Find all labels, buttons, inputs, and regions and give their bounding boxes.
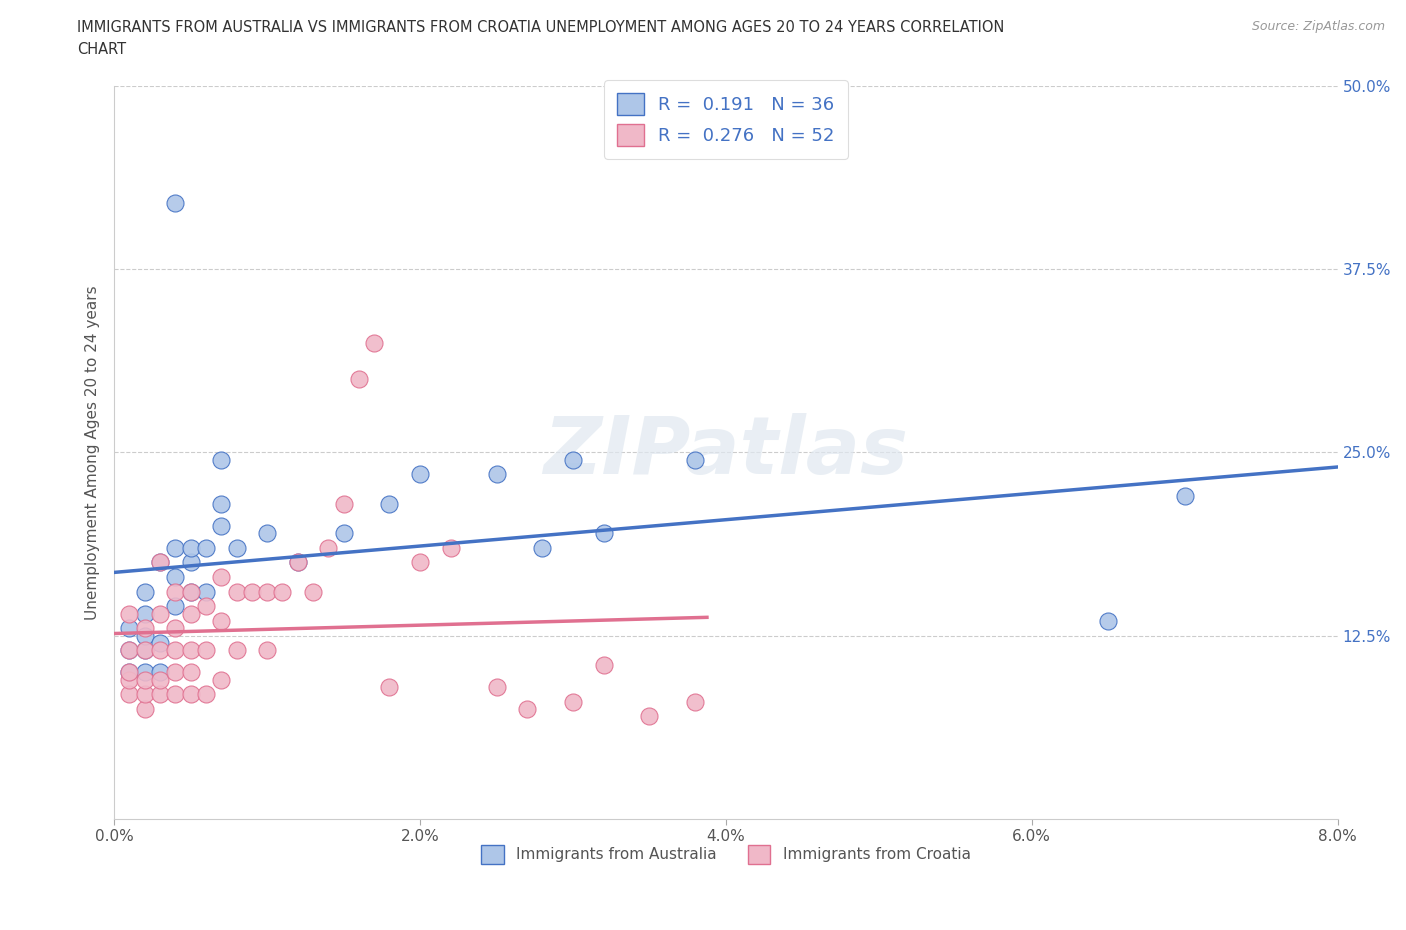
Point xyxy=(209,569,232,584)
Point xyxy=(209,452,232,467)
Point xyxy=(363,335,385,350)
Point xyxy=(225,540,247,555)
Point xyxy=(592,658,614,672)
Point xyxy=(592,525,614,540)
Point xyxy=(332,497,354,512)
Point xyxy=(409,467,432,482)
Point xyxy=(134,606,156,621)
Point xyxy=(165,621,187,636)
Point xyxy=(118,643,141,658)
Point xyxy=(440,540,463,555)
Point xyxy=(149,672,172,687)
Point xyxy=(118,687,141,702)
Y-axis label: Unemployment Among Ages 20 to 24 years: Unemployment Among Ages 20 to 24 years xyxy=(86,286,100,619)
Point xyxy=(180,584,202,599)
Point xyxy=(118,665,141,680)
Point xyxy=(149,665,172,680)
Point xyxy=(225,584,247,599)
Point xyxy=(134,687,156,702)
Point xyxy=(194,584,217,599)
Point xyxy=(485,680,508,695)
Point xyxy=(134,665,156,680)
Point xyxy=(516,701,538,716)
Point xyxy=(149,643,172,658)
Point xyxy=(347,372,370,387)
Point xyxy=(118,621,141,636)
Point xyxy=(256,584,278,599)
Point xyxy=(1174,489,1197,504)
Text: ZIPatlas: ZIPatlas xyxy=(543,414,908,491)
Point xyxy=(134,629,156,644)
Point xyxy=(134,643,156,658)
Point xyxy=(165,665,187,680)
Point xyxy=(562,694,585,709)
Point xyxy=(409,555,432,570)
Point xyxy=(256,525,278,540)
Point xyxy=(165,687,187,702)
Point xyxy=(194,687,217,702)
Point xyxy=(256,643,278,658)
Point xyxy=(685,452,707,467)
Point xyxy=(531,540,554,555)
Point xyxy=(209,614,232,629)
Point xyxy=(118,672,141,687)
Point xyxy=(1097,614,1119,629)
Point xyxy=(180,540,202,555)
Point xyxy=(134,672,156,687)
Point xyxy=(118,643,141,658)
Point xyxy=(180,555,202,570)
Point xyxy=(287,555,309,570)
Point xyxy=(134,621,156,636)
Point xyxy=(118,665,141,680)
Point xyxy=(562,452,585,467)
Point xyxy=(378,680,401,695)
Point xyxy=(134,701,156,716)
Point xyxy=(134,584,156,599)
Point xyxy=(194,599,217,614)
Point xyxy=(209,672,232,687)
Point xyxy=(165,540,187,555)
Text: IMMIGRANTS FROM AUSTRALIA VS IMMIGRANTS FROM CROATIA UNEMPLOYMENT AMONG AGES 20 : IMMIGRANTS FROM AUSTRALIA VS IMMIGRANTS … xyxy=(77,20,1005,35)
Point xyxy=(165,569,187,584)
Point xyxy=(271,584,294,599)
Point xyxy=(194,540,217,555)
Point xyxy=(180,584,202,599)
Point xyxy=(118,606,141,621)
Point xyxy=(378,497,401,512)
Point xyxy=(485,467,508,482)
Point xyxy=(685,694,707,709)
Point xyxy=(165,643,187,658)
Point xyxy=(149,555,172,570)
Point xyxy=(209,497,232,512)
Point xyxy=(149,606,172,621)
Point xyxy=(165,584,187,599)
Point xyxy=(240,584,263,599)
Point xyxy=(180,687,202,702)
Point xyxy=(149,635,172,650)
Text: CHART: CHART xyxy=(77,42,127,57)
Point xyxy=(638,709,661,724)
Point xyxy=(332,525,354,540)
Point xyxy=(165,196,187,211)
Point xyxy=(194,643,217,658)
Point xyxy=(287,555,309,570)
Point xyxy=(165,599,187,614)
Point xyxy=(149,555,172,570)
Text: Source: ZipAtlas.com: Source: ZipAtlas.com xyxy=(1251,20,1385,33)
Point xyxy=(180,643,202,658)
Point xyxy=(225,643,247,658)
Point xyxy=(134,643,156,658)
Point xyxy=(209,518,232,533)
Point xyxy=(302,584,325,599)
Point xyxy=(180,606,202,621)
Point xyxy=(180,665,202,680)
Legend: Immigrants from Australia, Immigrants from Croatia: Immigrants from Australia, Immigrants fr… xyxy=(475,839,977,870)
Point xyxy=(316,540,339,555)
Point xyxy=(149,687,172,702)
